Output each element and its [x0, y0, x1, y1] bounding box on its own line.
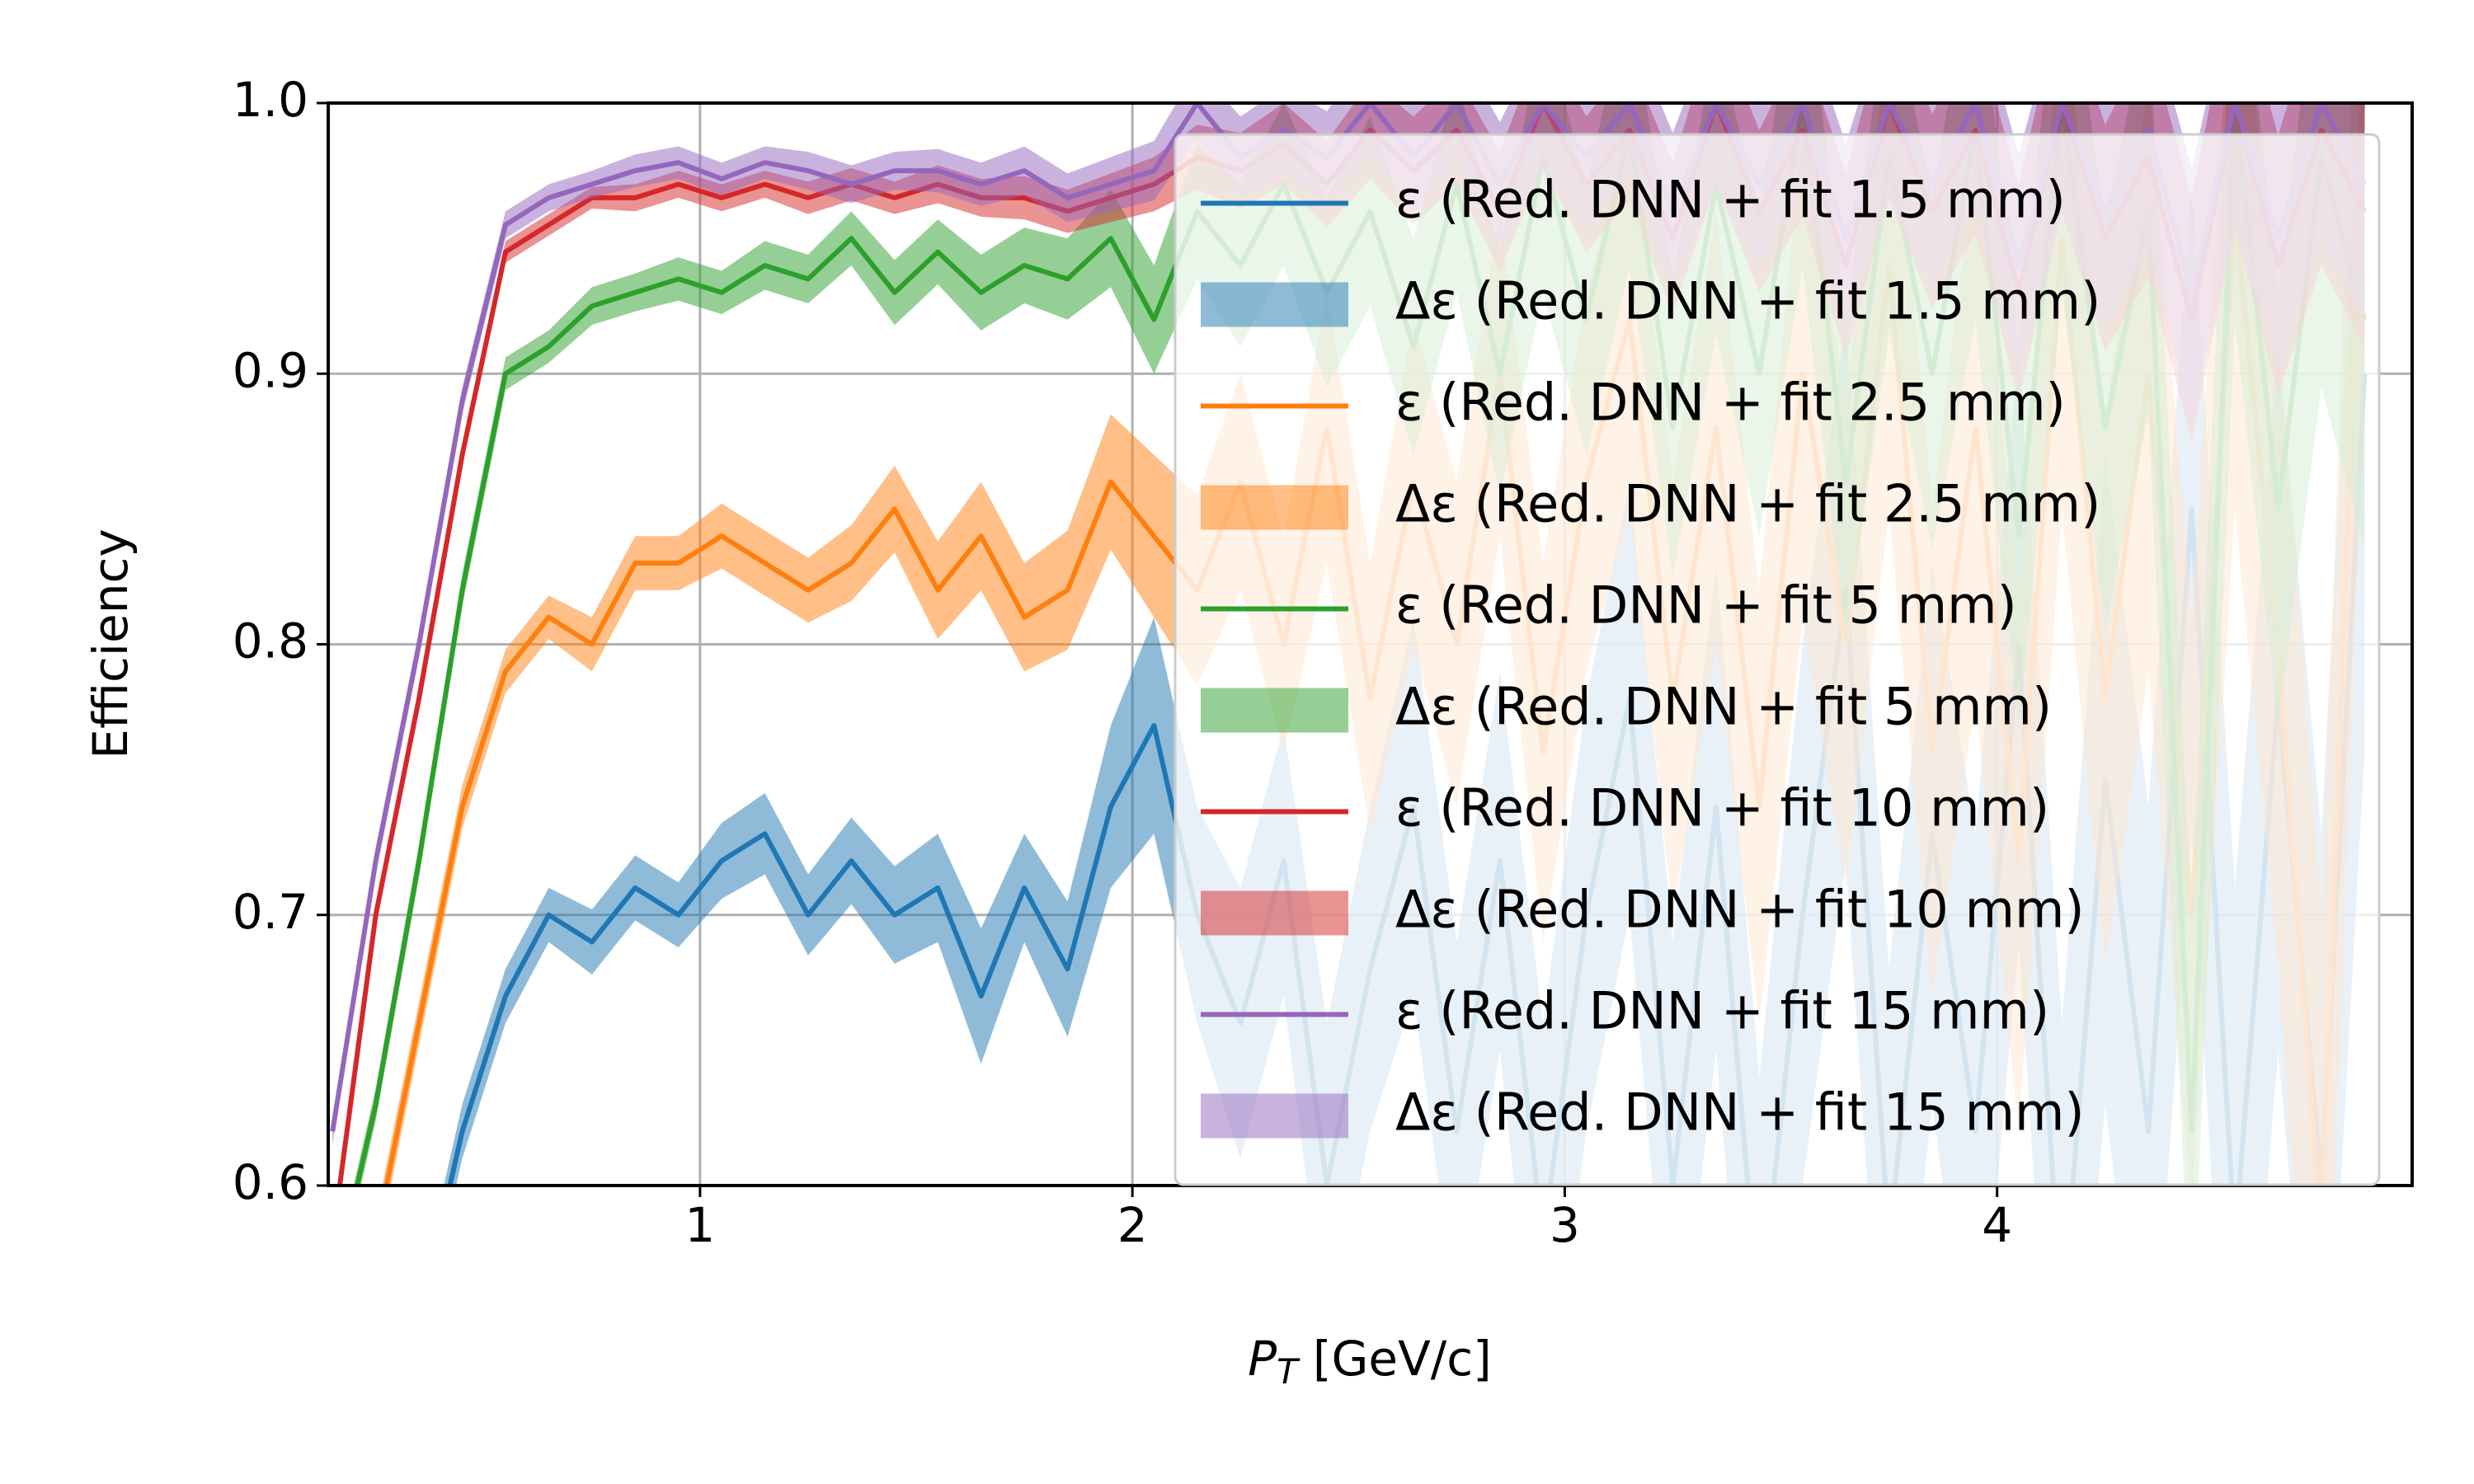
x-label-symbol: P: [1248, 1331, 1277, 1387]
y-tick-label: 0.6: [233, 1154, 308, 1210]
legend-box: [1174, 133, 2381, 1186]
y-tick-label: 0.8: [233, 613, 308, 669]
legend-label: ε (Red. DNN + fit 1.5 mm): [1395, 170, 2066, 230]
legend-label: ε (Red. DNN + fit 2.5 mm): [1395, 373, 2066, 433]
legend-patch: [1201, 1093, 1348, 1139]
y-tick-label: 0.7: [233, 884, 308, 940]
legend-label: Δε (Red. DNN + fit 5 mm): [1395, 677, 2052, 737]
x-tick-label: 2: [1117, 1197, 1148, 1253]
legend-label: ε (Red. DNN + fit 5 mm): [1395, 575, 2017, 636]
legend-label: Δε (Red. DNN + fit 15 mm): [1395, 1082, 2085, 1143]
x-label-unit: [GeV/c]: [1313, 1331, 1492, 1387]
legend-patch: [1201, 890, 1348, 936]
legend-label: Δε (Red. DNN + fit 1.5 mm): [1395, 271, 2100, 331]
legend-label: Δε (Red. DNN + fit 10 mm): [1395, 880, 2085, 940]
legend: ε (Red. DNN + fit 1.5 mm) Δε (Red. DNN + …: [1174, 133, 2381, 1186]
legend-patch: [1201, 485, 1348, 530]
legend-label: ε (Red. DNN + fit 10 mm): [1395, 778, 2049, 838]
legend-patch: [1201, 688, 1348, 733]
ticks: 1 2 3 4 0.6 0.7 0.8 0.9 1.0: [233, 72, 2012, 1253]
x-axis-label: PT [GeV/c]: [1248, 1331, 1492, 1391]
legend-patch: [1201, 282, 1348, 327]
legend-label: Δε (Red. DNN + fit 2.5 mm): [1395, 474, 2100, 534]
x-label-subscript: T: [1277, 1351, 1300, 1392]
x-tick-label: 3: [1550, 1197, 1580, 1253]
x-tick-label: 4: [1982, 1197, 2012, 1253]
legend-label: ε (Red. DNN + fit 15 mm): [1395, 981, 2049, 1041]
y-axis-label: Efficiency: [82, 528, 139, 758]
x-tick-label: 1: [684, 1197, 715, 1253]
y-tick-label: 1.0: [233, 72, 308, 128]
y-tick-label: 0.9: [233, 342, 308, 398]
